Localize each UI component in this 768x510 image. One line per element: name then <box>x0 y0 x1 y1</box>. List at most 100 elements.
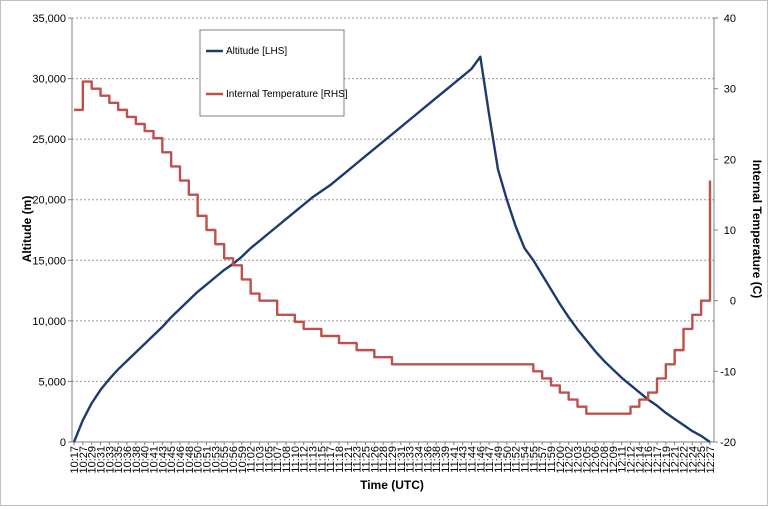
x-tick-label: 10:17 <box>69 446 81 474</box>
x-tick-label: 12:09 <box>608 446 620 474</box>
legend-box <box>199 29 345 117</box>
x-tick-label: 11:50 <box>502 446 514 473</box>
x-tick-label: 11:29 <box>387 446 399 473</box>
x-tick-label: 11:07 <box>272 446 284 473</box>
x-tick-label: 12:19 <box>661 446 673 474</box>
axes: 0 5,000 10,000 15,000 20,000 25,000 30,000 35,0… <box>32 13 736 474</box>
x-tick-label: 11:25 <box>361 446 373 473</box>
x-tick-label: 11:28 <box>378 446 390 473</box>
x-tick-label: 10:35 <box>113 446 125 474</box>
x-tick-label: 12:14 <box>634 446 646 474</box>
x-tick-label: 12:17 <box>652 446 664 474</box>
series-line-altitude <box>72 55 711 443</box>
x-tick-label: 10:31 <box>96 446 108 474</box>
x-tick-label: 11:43 <box>458 446 470 473</box>
x-tick-label: 10:27 <box>78 446 90 474</box>
y-tick-label: 20,000 <box>32 195 66 207</box>
legend: Altitude [LHS] Internal Temperature [RHS… <box>199 29 348 117</box>
x-tick-label: 10:51 <box>202 446 214 474</box>
legend-label-temperature: Internal Temperature [RHS] <box>226 89 348 100</box>
x-tick-label: 10:40 <box>140 446 152 474</box>
legend-label-altitude: Altitude [LHS] <box>226 46 287 57</box>
x-axis-title: Time (UTC) <box>360 478 424 492</box>
y-axis-title: Altitude (m) <box>20 196 34 263</box>
y-tick-label: 5,000 <box>38 376 66 388</box>
x-tick-label: 12:02 <box>564 446 576 474</box>
x-tick-label: 10:29 <box>87 446 99 474</box>
x-tick-label: 11:26 <box>369 446 381 473</box>
x-tick-label: 10:46 <box>175 446 187 474</box>
y2-tick-label: 30 <box>724 84 736 96</box>
x-tick-label: 11:23 <box>352 446 364 473</box>
x-tick-label: 12:12 <box>626 446 638 474</box>
x-tick-label: 11:38 <box>431 446 443 473</box>
x-tick-label: 10:59 <box>237 446 249 474</box>
x-tick-label: 12:25 <box>696 446 708 474</box>
x-tick-label: 11:52 <box>511 446 523 473</box>
y2-axis-title: Internal Temperature (C) <box>750 160 764 298</box>
x-tick-label: 10:48 <box>184 446 196 474</box>
y-tick-label: 10,000 <box>32 316 66 328</box>
x-tick-label: 10:55 <box>219 446 231 474</box>
y2-tick-label: 20 <box>724 154 736 166</box>
x-tick-label: 11:55 <box>528 446 540 473</box>
y2-tick-label: -20 <box>720 437 736 449</box>
x-tick-label: 10:33 <box>104 446 116 474</box>
x-tick-label: 12:06 <box>590 446 602 474</box>
x-tick-label: 11:39 <box>440 446 452 473</box>
x-tick-label: 12:27 <box>705 446 717 474</box>
x-tick-label: 11:33 <box>405 446 417 473</box>
y-tick-label: 35,000 <box>32 13 66 25</box>
x-tick-label: 12:08 <box>599 446 611 474</box>
y-tick-label: 0 <box>60 437 66 449</box>
x-tick-label: 11:34 <box>414 446 426 473</box>
x-tick-label: 12:03 <box>573 446 585 474</box>
x-tick-label: 11:18 <box>334 446 346 473</box>
x-tick-label: 11:57 <box>537 446 549 473</box>
series-line-temperature <box>74 80 712 415</box>
x-tick-label: 11:36 <box>422 446 434 473</box>
y-tick-label: 25,000 <box>32 134 66 146</box>
x-tick-label: 11:21 <box>343 446 355 473</box>
x-tick-label: 11:03 <box>255 446 267 473</box>
x-tick-label: 10:41 <box>149 446 161 474</box>
x-tick-label: 11:15 <box>316 446 328 473</box>
x-tick-label: 11:41 <box>449 446 461 473</box>
x-tick-label: 11:08 <box>281 446 293 473</box>
x-tick-label: 12:05 <box>581 446 593 474</box>
y-tick-label: 15,000 <box>32 255 66 267</box>
x-tick-label: 10:36 <box>122 446 134 474</box>
x-tick-label: 11:54 <box>520 446 532 473</box>
x-tick-label: 12:11 <box>617 446 629 473</box>
gridlines <box>72 17 714 382</box>
x-tick-label: 11:49 <box>493 446 505 473</box>
x-tick-label: 11:46 <box>475 446 487 473</box>
x-tick-label: 12:21 <box>670 446 682 474</box>
x-tick-label: 11:10 <box>290 446 302 473</box>
x-tick-label: 11:17 <box>325 446 337 473</box>
y2-tick-label: 10 <box>724 225 736 237</box>
x-tick-label: 11:31 <box>396 446 408 473</box>
x-tick-label: 10:38 <box>131 446 143 474</box>
x-tick-label: 11:12 <box>299 446 311 473</box>
x-tick-label: 10:43 <box>157 446 169 474</box>
y2-tick-label: -10 <box>720 366 736 378</box>
y2-tick-label: 40 <box>724 13 736 25</box>
x-tick-label: 10:56 <box>228 446 240 474</box>
x-tick-label: 11:05 <box>263 446 275 473</box>
x-tick-label: 12:00 <box>555 446 567 474</box>
x-tick-label: 11:59 <box>546 446 558 473</box>
y2-tick-label: 0 <box>730 296 736 308</box>
x-tick-label: 10:45 <box>166 446 178 474</box>
x-tick-label: 12:16 <box>643 446 655 474</box>
x-tick-label: 12:24 <box>687 446 699 474</box>
x-tick-label: 11:44 <box>467 446 479 473</box>
x-tick-label: 11:13 <box>308 446 320 473</box>
y-tick-label: 30,000 <box>32 74 66 86</box>
x-tick-label: 11:47 <box>484 446 496 473</box>
x-tick-label: 12:22 <box>679 446 691 474</box>
series-lines <box>72 55 712 443</box>
x-tick-label: 10:50 <box>193 446 205 474</box>
